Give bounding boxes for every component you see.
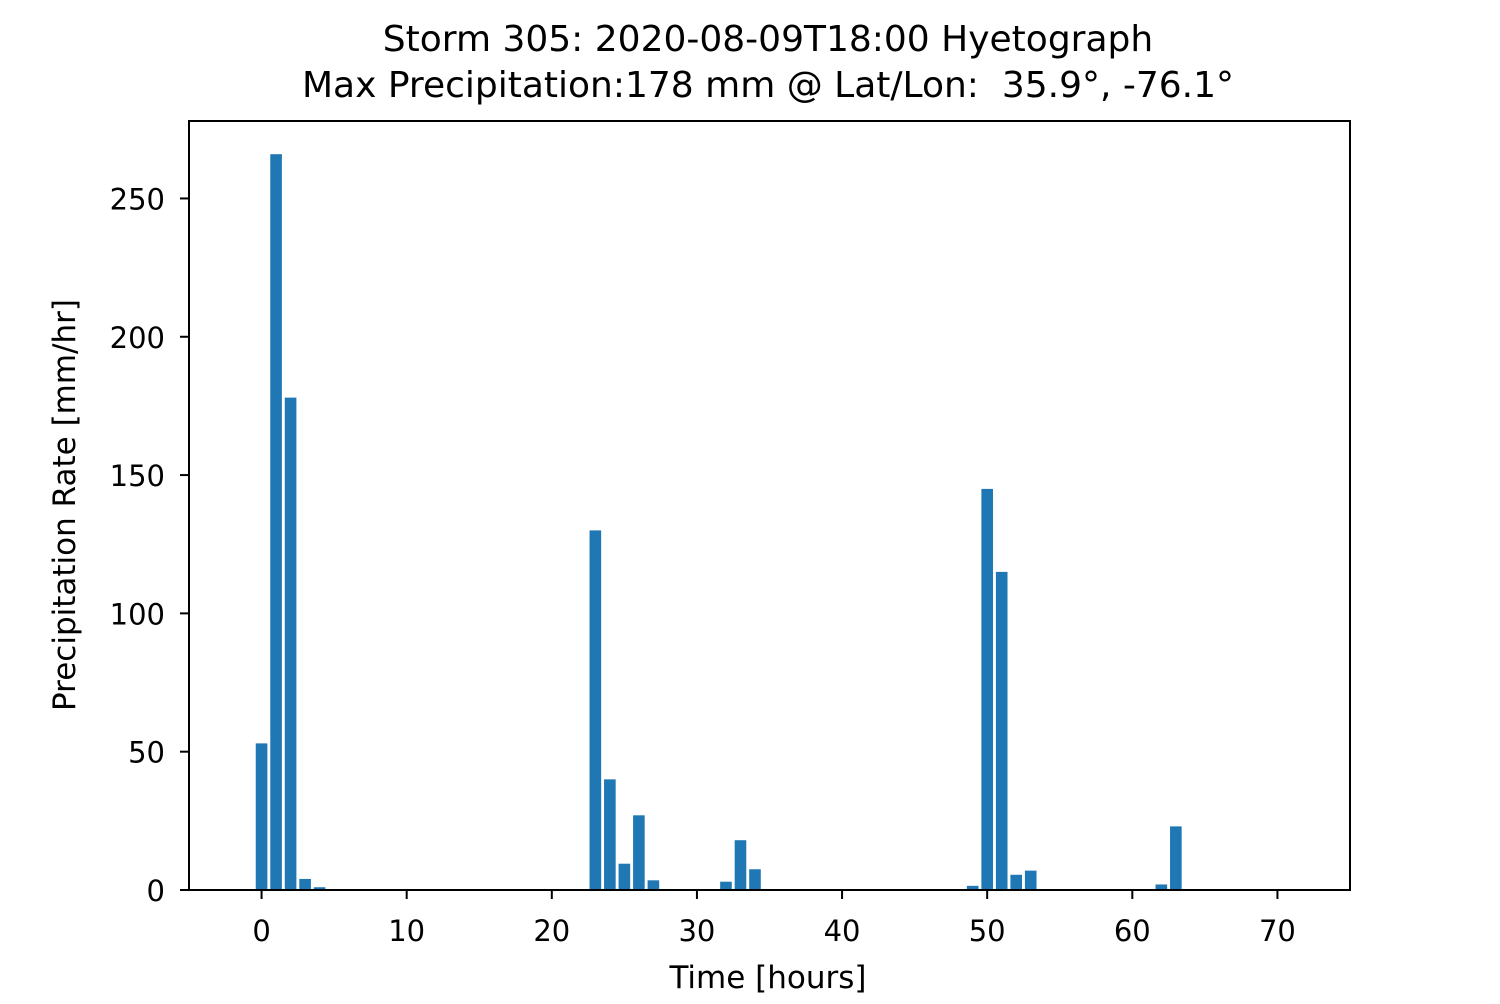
plot-frame — [188, 120, 1351, 891]
bar — [604, 779, 616, 890]
bar — [618, 863, 631, 890]
x-tick-label: 60 — [1114, 914, 1151, 948]
bar — [966, 885, 979, 890]
bar — [270, 154, 282, 891]
x-axis-ticks: 0 10 20 30 40 50 60 70 — [252, 890, 1296, 948]
bar — [284, 397, 297, 890]
y-tick-label: 250 — [110, 182, 165, 216]
x-tick-label: 50 — [969, 914, 1006, 948]
x-tick-label: 40 — [824, 914, 861, 948]
y-tick-label: 0 — [147, 874, 165, 908]
bar — [1010, 874, 1023, 890]
bar — [255, 743, 268, 890]
bar — [720, 881, 732, 890]
bar — [981, 488, 993, 890]
x-axis-label: Time [hours] — [668, 960, 866, 996]
chart-subtitle: Max Precipitation:178 mm @ Lat/Lon: 35.9… — [302, 65, 1234, 106]
bar — [589, 530, 602, 890]
x-tick-label: 20 — [533, 914, 570, 948]
x-tick-label: 10 — [388, 914, 425, 948]
x-tick-label: 70 — [1259, 914, 1296, 948]
bar — [1024, 870, 1037, 890]
x-tick-label: 0 — [252, 914, 270, 948]
x-tick-label: 30 — [678, 914, 715, 948]
bar — [313, 887, 326, 890]
y-tick-label: 150 — [110, 459, 165, 493]
bar — [633, 815, 645, 890]
y-tick-label: 200 — [110, 321, 165, 355]
bar — [1155, 884, 1168, 890]
bars-group — [255, 154, 1182, 891]
y-tick-label: 100 — [110, 597, 165, 631]
bar — [734, 840, 747, 890]
bar — [299, 878, 311, 890]
bar — [647, 880, 660, 890]
bar — [995, 571, 1008, 890]
chart-title: Storm 305: 2020-08-09T18:00 Hyetograph — [383, 19, 1153, 60]
y-axis-label: Precipitation Rate [mm/hr] — [47, 299, 83, 711]
y-axis-ticks: 0 50 100 150 200 250 — [110, 182, 189, 908]
bar — [1170, 826, 1182, 890]
y-tick-label: 50 — [128, 736, 165, 770]
bar — [749, 869, 761, 890]
